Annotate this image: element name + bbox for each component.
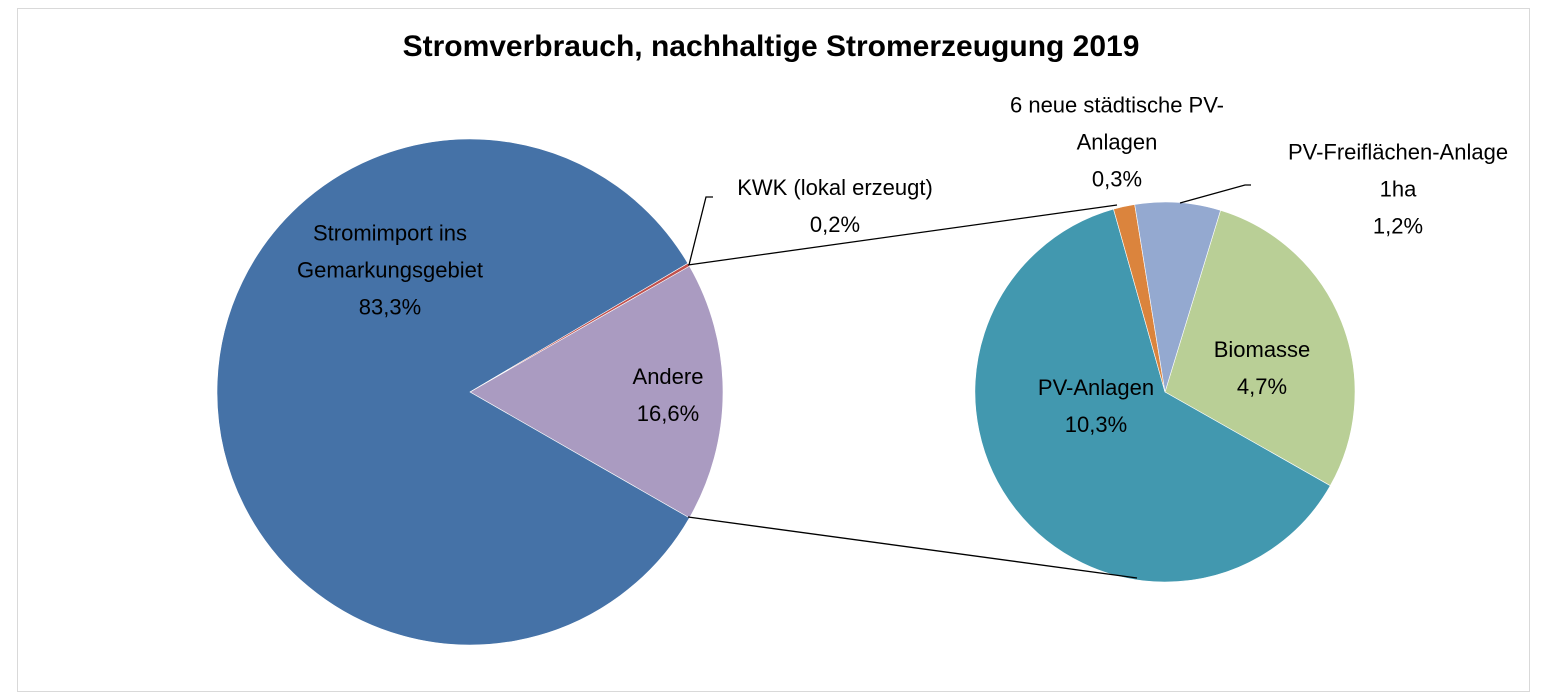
connector-line: [687, 516, 1138, 579]
pie-slice: [469, 265, 724, 519]
leader-line: [1179, 184, 1251, 204]
label-value: 4,7%: [1236, 374, 1288, 399]
label-name: PV-Freiflächen-Anlage 1ha: [1287, 139, 1509, 202]
pie-slice: [216, 138, 690, 646]
data-label: Biomasse 4,7%: [1177, 331, 1347, 405]
label-name: Andere: [632, 364, 704, 389]
label-value: 1,2%: [1372, 213, 1424, 239]
connector-line: [687, 204, 1118, 266]
label-name: Biomasse: [1213, 337, 1311, 362]
data-label: PV-Freiflächen-Anlage 1ha 1,2%: [1276, 134, 1521, 245]
label-name: PV-Anlagen: [1037, 375, 1155, 400]
label-name: 6 neue städtische PV-Anlagen: [1009, 92, 1225, 155]
label-value: 16,6%: [636, 401, 700, 426]
secondary-pie: [974, 201, 1356, 583]
data-label: Stromimport ins Gemarkungsgebiet 83,3%: [275, 215, 505, 326]
pie-slice: [1134, 201, 1221, 393]
label-name: Stromimport ins Gemarkungsgebiet: [297, 220, 483, 283]
label-value: 83,3%: [358, 294, 422, 320]
chart-title: Stromverbrauch, nachhaltige Stromerzeugu…: [402, 30, 1140, 63]
leader-line: [688, 196, 713, 266]
label-value: 0,3%: [1091, 166, 1143, 192]
data-label: PV-Anlagen 10,3%: [1011, 369, 1181, 443]
data-label: 6 neue städtische PV-Anlagen 0,3%: [1000, 87, 1235, 198]
label-value: 10,3%: [1064, 412, 1128, 437]
pie-slice: [974, 208, 1331, 583]
data-label: Andere 16,6%: [588, 358, 748, 432]
pie-slice: [1164, 209, 1356, 487]
label-name: KWK (lokal erzeugt): [737, 175, 933, 200]
main-pie: [216, 138, 724, 646]
data-label: KWK (lokal erzeugt) 0,2%: [710, 169, 960, 243]
label-value: 0,2%: [809, 212, 861, 237]
